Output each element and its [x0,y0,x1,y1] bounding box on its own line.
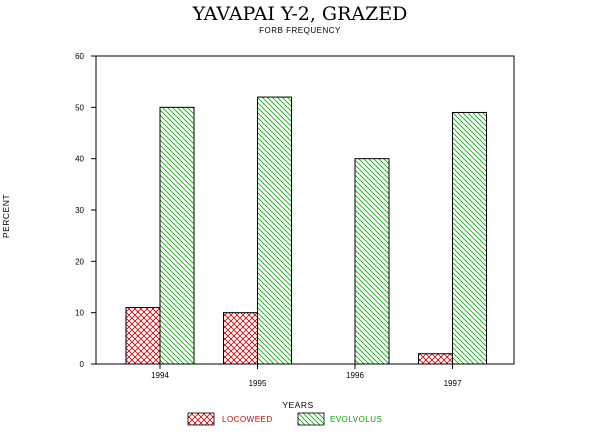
y-tick-label: 20 [75,257,84,266]
legend-swatch-evolvolus [297,412,325,426]
legend-label-locoweed: LOCOWEED [222,415,273,424]
y-axis-label: PERCENT [1,194,11,238]
x-tick-label-1996: 1996 [346,371,364,380]
bar-evolvolus-1996 [354,158,390,365]
x-tick-label-1997: 1997 [444,379,462,388]
x-axis-label: YEARS [282,400,313,410]
x-tick-label-1995: 1995 [249,379,267,388]
bar-evolvolus-1997 [452,111,487,365]
y-tick-label: 50 [75,103,84,112]
y-axis: 0 10 20 30 40 50 60 [75,52,96,369]
chart-subtitle: FORB FREQUENCY [259,26,341,35]
legend-label-evolvolus: EVOLVOLUS [330,415,382,424]
bar-locoweed-1995 [223,312,258,365]
bar-evolvolus-1994 [159,106,195,365]
y-tick-label: 10 [75,309,84,318]
y-tick-label: 30 [75,206,84,215]
x-axis: 1994 1995 1996 1997 [151,364,462,388]
bars [125,96,487,365]
chart-title: YAVAPAI Y-2, GRAZED [192,3,408,25]
legend-swatch-locoweed [187,412,215,426]
y-tick-label: 0 [80,360,85,369]
bar-evolvolus-1995 [257,96,292,365]
y-tick-label: 40 [75,155,84,164]
legend: LOCOWEED EVOLVOLUS [187,412,382,426]
y-tick-label: 60 [75,52,84,61]
x-tick-label-1994: 1994 [151,371,169,380]
bar-locoweed-1997 [418,353,453,365]
bar-locoweed-1994 [125,307,161,365]
